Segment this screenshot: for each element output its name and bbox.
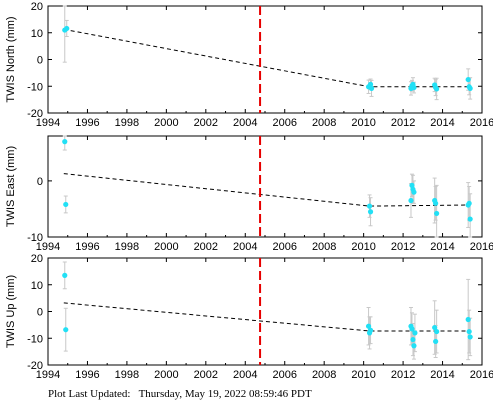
x-tick-label: 2016 — [470, 117, 493, 129]
plot-frame — [47, 257, 483, 366]
x-tick-label: 2014 — [430, 369, 454, 381]
x-tick-label: 2002 — [194, 369, 218, 381]
y-tick-label: -20 — [27, 360, 43, 372]
data-point — [365, 323, 372, 329]
footer-timestamp: Thursday, May 19, 2022 08:59:46 PDT — [138, 388, 312, 400]
data-point — [465, 316, 471, 323]
y-tick-label: 10 — [31, 28, 43, 40]
data-point — [367, 327, 374, 333]
x-tick-label: 2014 — [430, 117, 454, 129]
y-tick-label: -10 — [27, 333, 43, 345]
x-tick-label: 1994 — [36, 117, 60, 129]
data-point — [410, 336, 416, 343]
x-tick-label: 1996 — [75, 369, 99, 381]
x-tick-label: 2002 — [194, 241, 218, 253]
y-tick-label: -20 — [27, 108, 43, 120]
x-tick-label: 2006 — [272, 369, 296, 381]
data-point — [434, 210, 440, 217]
data-point — [409, 182, 415, 188]
x-tick-label: 2012 — [391, 117, 415, 129]
data-point — [465, 76, 471, 83]
data-point — [467, 85, 473, 91]
x-tick-label: 2004 — [233, 241, 257, 253]
x-tick-label: 2000 — [154, 241, 178, 253]
x-tick-label: 2010 — [351, 369, 375, 381]
y-axis-label: TWIS North (mm) — [5, 16, 17, 102]
data-point — [411, 84, 417, 91]
x-tick-label: 1994 — [36, 369, 60, 381]
y-tick-label: -10 — [27, 232, 43, 244]
data-point — [434, 86, 440, 92]
x-tick-label: 2006 — [272, 241, 296, 253]
data-point — [64, 25, 70, 32]
x-tick-label: 1998 — [115, 369, 139, 381]
x-tick-label: 2008 — [312, 117, 336, 129]
x-tick-label: 2016 — [470, 241, 493, 253]
data-point — [434, 328, 440, 335]
data-point — [411, 343, 417, 349]
data-point — [63, 201, 69, 208]
panel-1: 1994 1996 1998 2000 2002 2004 2006 2008 2010 2012… — [5, 1, 493, 129]
data-point — [62, 272, 68, 278]
x-tick-label: 2010 — [351, 241, 375, 253]
y-tick-label: 0 — [37, 55, 43, 67]
x-tick-label: 1998 — [115, 241, 139, 253]
data-point — [467, 216, 473, 222]
y-axis-label: TWIS Up (mm) — [5, 275, 17, 348]
plot-updated-footer: Plot Last Updated: Thursday, May 19, 202… — [48, 388, 312, 400]
x-tick-label: 2010 — [351, 117, 375, 129]
y-tick-label: 10 — [31, 280, 43, 292]
data-point — [466, 328, 472, 335]
data-point — [433, 200, 439, 206]
trend-line — [63, 28, 471, 88]
x-tick-label: 2012 — [391, 369, 415, 381]
x-tick-label: 1998 — [115, 117, 139, 129]
x-tick-label: 2008 — [312, 241, 336, 253]
x-tick-label: 2004 — [233, 117, 257, 129]
data-point — [467, 334, 473, 340]
y-tick-label: 0 — [37, 176, 43, 188]
y-tick-label: 0 — [37, 307, 43, 319]
x-tick-label: 2014 — [430, 241, 454, 253]
x-tick-label: 2000 — [154, 117, 178, 129]
x-tick-label: 1996 — [75, 241, 99, 253]
panel-2: 1994 1996 1998 2000 2002 2004 2006 2008 2010 2012… — [5, 135, 493, 253]
x-tick-label: 2008 — [312, 369, 336, 381]
x-tick-label: 1994 — [36, 241, 60, 253]
y-tick-label: 20 — [31, 253, 43, 265]
y-tick-label: -10 — [27, 81, 43, 93]
y-tick-label: 20 — [31, 1, 43, 13]
data-point — [367, 81, 374, 87]
x-tick-label: 2004 — [233, 369, 257, 381]
plot-frame — [47, 5, 483, 114]
data-point — [367, 209, 374, 215]
data-point — [411, 189, 417, 195]
data-point — [366, 203, 373, 209]
data-point — [466, 200, 472, 206]
data-point — [62, 139, 68, 145]
data-point — [63, 327, 69, 333]
plot-frame — [47, 135, 483, 238]
x-tick-label: 2012 — [391, 241, 415, 253]
data-point — [432, 324, 438, 331]
footer-label: Plot Last Updated: — [48, 388, 131, 400]
data-point — [433, 338, 439, 345]
x-tick-label: 2016 — [470, 369, 493, 381]
x-tick-label: 1996 — [75, 117, 99, 129]
data-point — [408, 197, 414, 204]
data-point — [412, 330, 418, 336]
data-point — [368, 85, 375, 91]
x-tick-label: 2006 — [272, 117, 296, 129]
data-point — [409, 326, 415, 332]
y-axis-label: TWIS East (mm) — [5, 146, 17, 227]
panel-3: 1994 1996 1998 2000 2002 2004 2006 2008 2010 2012… — [5, 253, 493, 381]
x-tick-label: 2002 — [194, 117, 218, 129]
x-tick-label: 2000 — [154, 369, 178, 381]
